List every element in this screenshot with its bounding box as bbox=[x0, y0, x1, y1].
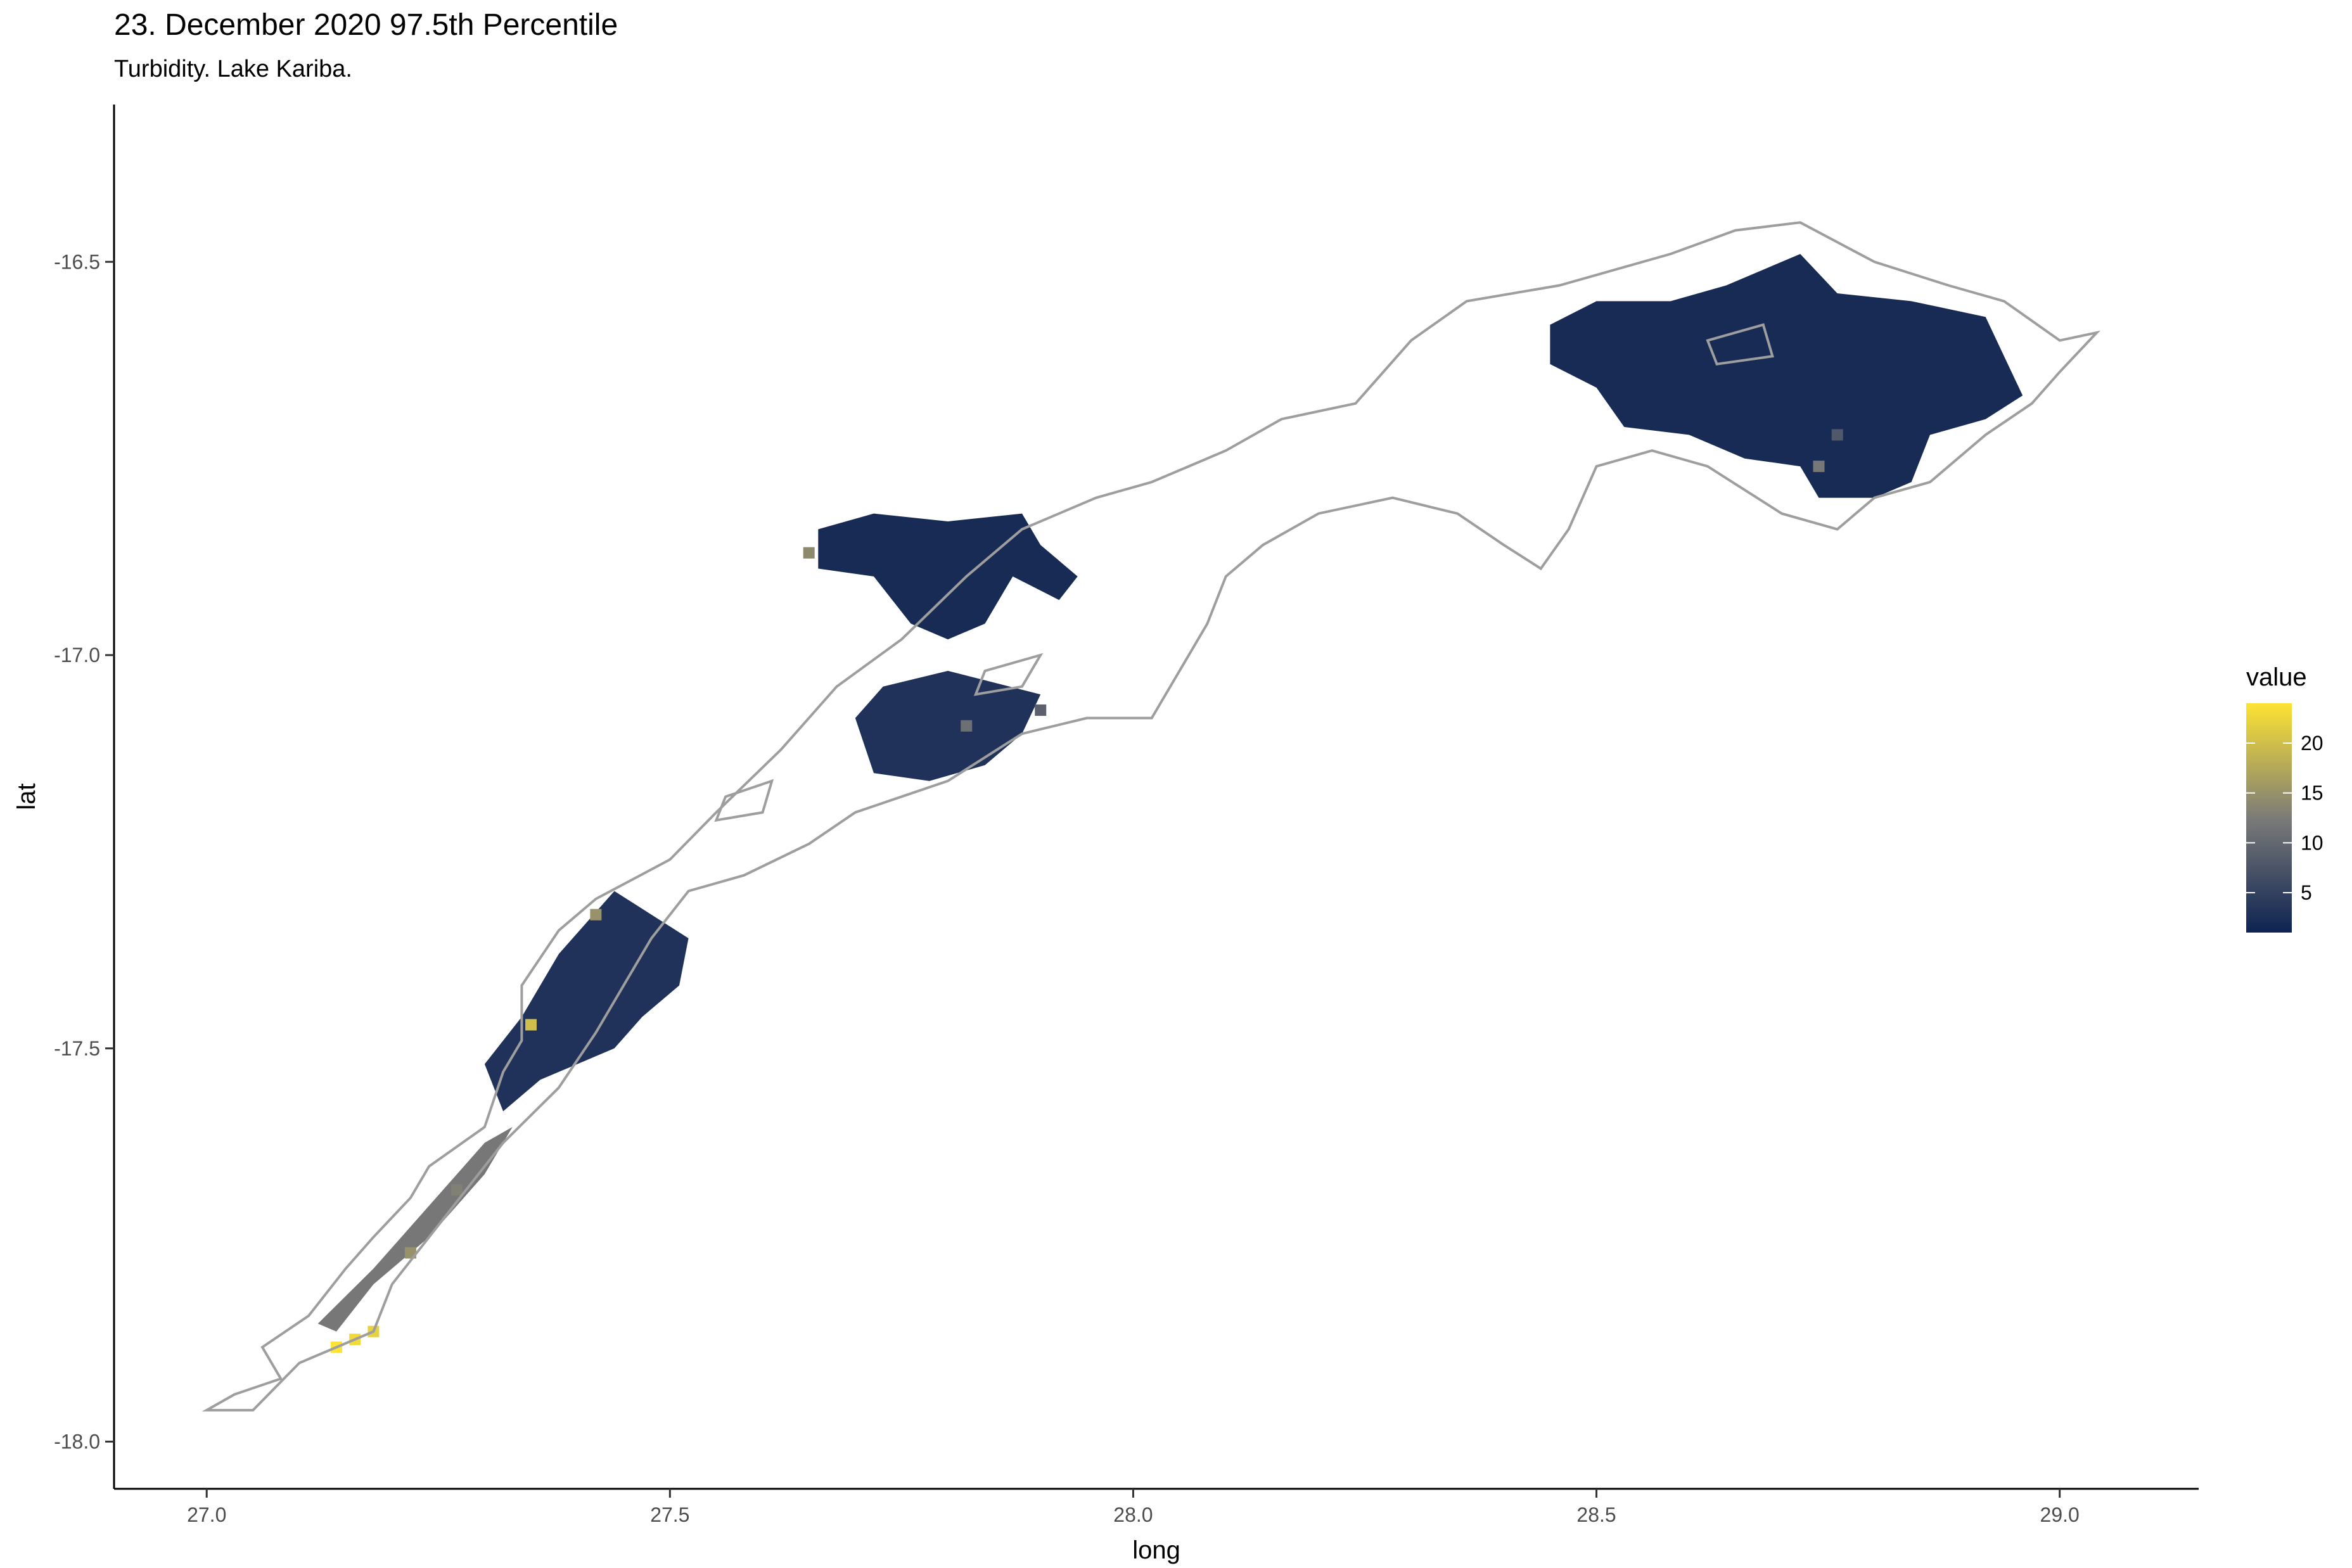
page-title: 23. December 2020 97.5th Percentile bbox=[114, 8, 618, 42]
hotspots bbox=[330, 429, 1843, 1353]
legend: value 5 10 15 20 bbox=[2246, 663, 2323, 933]
legend-colorbar bbox=[2246, 703, 2292, 933]
axes: 27.0 27.5 28.0 28.5 29.0 -16.5 -17.0 -17.5 -18.… bbox=[13, 105, 2199, 1564]
shoreline-outline bbox=[201, 221, 2101, 1412]
hotspot-cell bbox=[803, 547, 815, 559]
hotspot-cell bbox=[1831, 429, 1843, 441]
x-tick-label: 28.5 bbox=[1576, 1503, 1616, 1526]
water-region bbox=[317, 1126, 513, 1332]
hotspot-cell bbox=[1813, 461, 1825, 473]
water-region bbox=[818, 513, 1078, 640]
page-subtitle: Turbidity. Lake Kariba. bbox=[114, 56, 352, 82]
y-axis-title: lat bbox=[13, 783, 41, 810]
hotspot-cell bbox=[961, 720, 973, 732]
island-outline bbox=[714, 779, 774, 822]
x-axis-title: long bbox=[1132, 1536, 1180, 1564]
x-tick-label: 28.0 bbox=[1113, 1503, 1153, 1526]
y-tick-label: -18.0 bbox=[54, 1431, 100, 1453]
y-tick-label: -17.0 bbox=[54, 644, 100, 666]
hotspot-cell bbox=[525, 1019, 537, 1031]
water-regions bbox=[317, 253, 2023, 1332]
x-ticks: 27.0 27.5 28.0 28.5 29.0 bbox=[187, 1489, 2080, 1526]
legend-tick-label: 5 bbox=[2301, 881, 2312, 904]
hotspot-cell bbox=[590, 908, 602, 921]
legend-tick-label: 10 bbox=[2301, 831, 2323, 854]
lake-shoreline bbox=[201, 221, 2101, 1412]
island-outline bbox=[1706, 323, 1774, 366]
hotspot-cell bbox=[451, 1184, 463, 1196]
water-region bbox=[484, 891, 689, 1112]
legend-tick-label: 20 bbox=[2301, 732, 2323, 755]
plot-panel bbox=[201, 221, 2101, 1412]
y-tick-label: -16.5 bbox=[54, 250, 100, 273]
x-tick-label: 29.0 bbox=[2040, 1503, 2080, 1526]
legend-ticks: 5 10 15 20 bbox=[2246, 732, 2323, 904]
island-outline bbox=[973, 653, 1044, 696]
x-tick-label: 27.5 bbox=[650, 1503, 689, 1526]
water-region bbox=[855, 670, 1041, 781]
y-ticks: -16.5 -17.0 -17.5 -18.0 bbox=[54, 250, 114, 1453]
x-tick-label: 27.0 bbox=[187, 1503, 226, 1526]
hotspot-cell bbox=[1035, 704, 1047, 716]
water-region bbox=[1550, 253, 2023, 498]
legend-title: value bbox=[2246, 663, 2307, 691]
legend-tick-label: 15 bbox=[2301, 782, 2323, 805]
y-tick-label: -17.5 bbox=[54, 1037, 100, 1060]
